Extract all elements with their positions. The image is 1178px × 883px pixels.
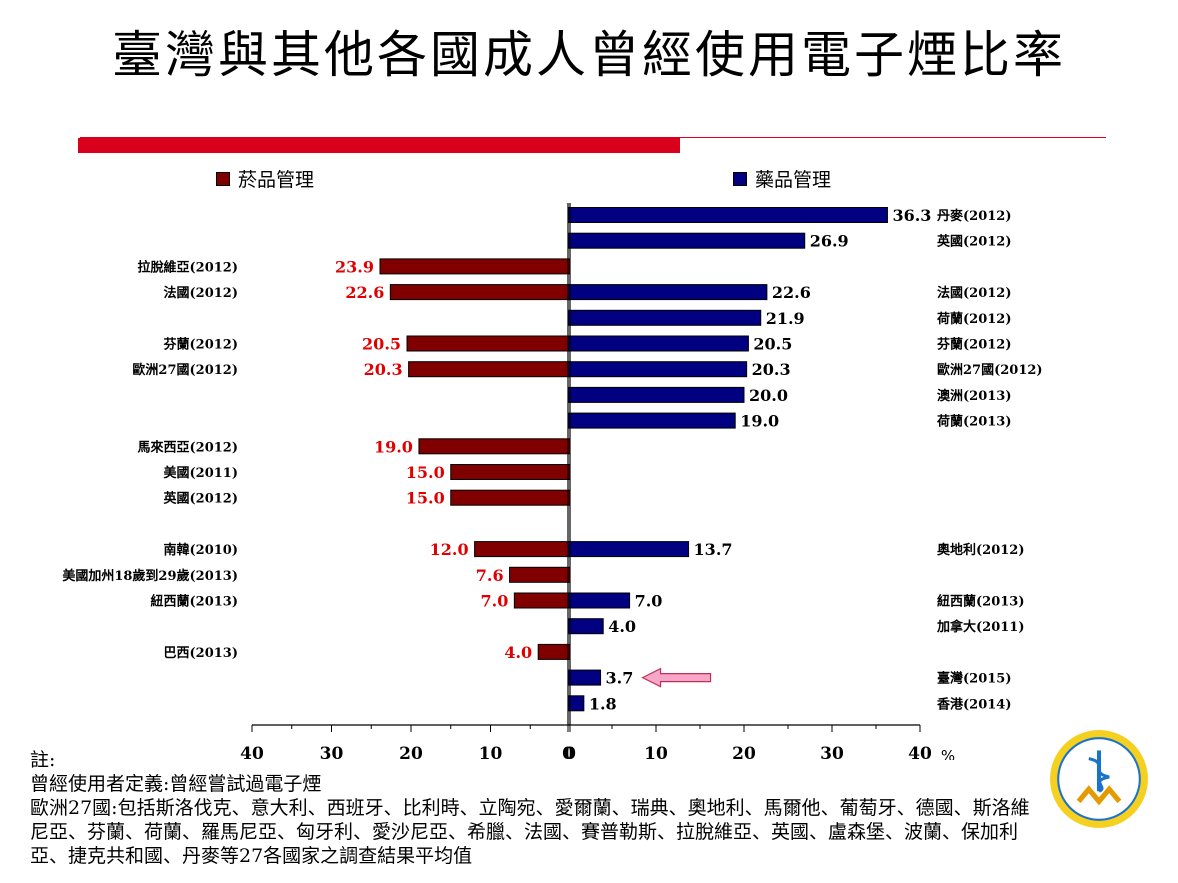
data-label-drug: 21.9 [766,309,805,328]
data-label-drug: 20.0 [749,386,788,405]
row-label-right: 臺灣(2015) [937,671,1011,687]
row-label-right: 加拿大(2011) [936,619,1024,635]
row-label-left: 南韓(2010) [164,542,238,558]
row-label-left: 法國(2012) [164,285,238,301]
tick-label-right: 40 [908,744,932,760]
agency-seal-logo [1050,730,1148,828]
data-label-drug: 19.0 [740,412,779,431]
row-label-right: 紐西蘭(2013) [937,594,1024,610]
row-label-right: 香港(2014) [936,696,1011,712]
bar-tobacco [509,566,571,583]
data-label-tobacco: 12.0 [430,540,469,559]
row-label-left: 巴西(2013) [164,646,238,661]
legend-tobacco: 菸品管理 [216,165,314,192]
title-underline [80,137,1106,138]
bar-tobacco [450,489,571,506]
data-label-tobacco: 4.0 [504,643,532,662]
row-label-left: 芬蘭(2012) [163,337,238,353]
bar-tobacco [513,592,571,609]
row-label-right: 丹麥(2012) [937,208,1011,224]
bar-tobacco [450,464,571,480]
data-label-drug: 1.8 [589,694,617,713]
bar-drug [567,412,736,429]
data-label-tobacco: 20.5 [362,335,401,354]
data-label-drug: 13.7 [694,540,733,559]
row-label-right: 荷蘭(2013) [936,414,1011,430]
data-label-drug: 20.3 [752,360,791,379]
tick-label-left: 0 [564,744,576,760]
tick-label-left: 30 [320,744,344,760]
bar-drug [567,618,604,635]
row-label-right: 芬蘭(2012) [936,337,1011,353]
footnote-definition: 曾經使用者定義:曾經嘗試過電子煙 [30,773,322,795]
data-label-tobacco: 15.0 [406,463,445,482]
row-label-right: 奧地利(2012) [937,542,1024,558]
data-label-drug: 4.0 [608,617,636,636]
row-label-left: 馬來西亞(2012) [138,439,238,455]
row-label-left: 美國(2011) [164,465,238,481]
legend-drug-label: 藥品管理 [755,169,832,191]
row-label-left: 拉脫維亞(2012) [138,259,238,275]
data-label-drug: 26.9 [810,232,849,251]
data-label-tobacco: 15.0 [406,489,445,508]
row-label-right: 歐洲27國(2012) [937,362,1043,378]
bar-drug [567,335,749,352]
highlight-arrow [641,667,712,688]
row-label-right: 澳洲(2013) [937,388,1011,404]
data-label-tobacco: 20.3 [364,360,403,379]
bar-tobacco [379,258,571,275]
row-label-right: 英國(2012) [936,234,1011,250]
data-label-drug: 3.7 [606,669,634,688]
tick-label-right: 0 [562,744,574,760]
data-label-tobacco: 23.9 [335,257,374,276]
unit-label: % [941,747,955,760]
footnotes: 註: 曾經使用者定義:曾經嘗試過電子煙 歐洲27國:包括斯洛伐克、意大利、西班牙… [30,748,1040,868]
bar-tobacco [474,541,571,558]
tick-label-right: 10 [644,744,668,760]
tick-label-left: 40 [240,744,264,760]
data-label-drug: 7.0 [635,592,663,611]
bar-drug [567,592,631,609]
row-label-left: 紐西蘭(2013) [151,594,238,610]
row-label-right: 法國(2012) [937,285,1011,301]
bar-drug [567,541,690,558]
bar-drug [567,207,888,223]
data-label-tobacco: 19.0 [374,437,413,456]
legend-tobacco-swatch [216,171,230,186]
data-label-tobacco: 7.0 [481,592,509,611]
data-label-drug: 36.3 [892,206,931,225]
row-label-left: 英國(2012) [163,491,238,507]
footnote-eu27: 歐洲27國:包括斯洛伐克、意大利、西班牙、比利時、立陶宛、愛爾蘭、瑞典、奧地利、… [30,797,1030,867]
row-label-left: 美國加州18歲到29歲(2013) [62,568,238,584]
bar-drug [567,386,745,403]
bar-drug [567,309,762,326]
data-label-tobacco: 22.6 [345,283,384,302]
data-label-drug: 22.6 [772,283,811,302]
page-title: 臺灣與其他各國成人曾經使用電子煙比率 [112,26,1066,84]
legend-drug: 藥品管理 [733,165,831,192]
legend-tobacco-label: 菸品管理 [238,169,315,191]
bar-drug [567,361,748,378]
bar-tobacco [408,361,571,378]
data-label-drug: 20.5 [753,335,792,354]
bar-tobacco [406,335,571,352]
tick-label-left: 20 [399,744,423,760]
tick-label-right: 30 [820,744,844,760]
footnote-label: 註: [30,749,56,771]
data-label-tobacco: 7.6 [476,566,504,585]
tick-label-left: 10 [479,744,503,760]
legend-drug-swatch [733,171,747,186]
accent-bar [78,138,680,153]
bar-drug [567,669,602,686]
row-label-left: 歐洲27國(2012) [132,362,238,378]
bar-tobacco [389,284,571,301]
bar-drug [567,232,806,249]
row-label-right: 荷蘭(2012) [936,311,1011,327]
butterfly-bar-chart: 36.3 丹麥(2012) 26.9 英國(2012) 23.9 拉脫維亞(2012) 22… [62,203,1043,760]
bar-tobacco [537,643,571,660]
bar-drug [567,284,768,301]
tick-label-right: 20 [732,744,756,760]
bar-tobacco [418,438,571,455]
